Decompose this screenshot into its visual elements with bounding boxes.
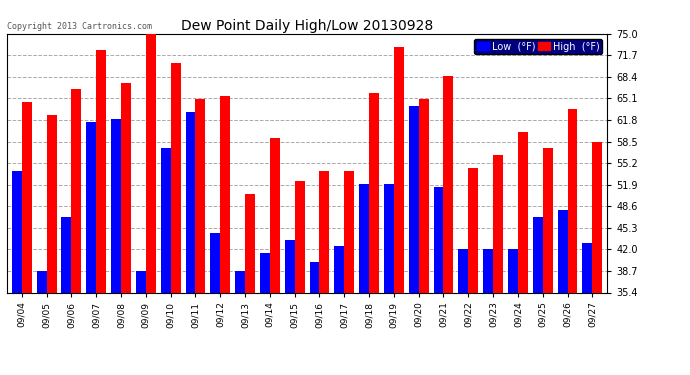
Bar <box>136 271 146 375</box>
Bar <box>394 47 404 375</box>
Bar <box>319 171 329 375</box>
Bar <box>543 148 553 375</box>
Bar <box>582 243 592 375</box>
Bar <box>210 233 220 375</box>
Bar <box>433 187 444 375</box>
Bar <box>469 168 478 375</box>
Bar <box>170 63 181 375</box>
Bar <box>408 106 419 375</box>
Bar <box>295 181 304 375</box>
Bar <box>61 217 71 375</box>
Title: Dew Point Daily High/Low 20130928: Dew Point Daily High/Low 20130928 <box>181 19 433 33</box>
Bar <box>270 138 279 375</box>
Bar <box>508 249 518 375</box>
Bar <box>260 253 270 375</box>
Bar <box>12 171 22 375</box>
Bar <box>161 148 170 375</box>
Text: Copyright 2013 Cartronics.com: Copyright 2013 Cartronics.com <box>7 22 152 31</box>
Bar <box>359 184 369 375</box>
Bar <box>71 89 81 375</box>
Bar <box>419 99 428 375</box>
Bar <box>567 109 578 375</box>
Bar <box>335 246 344 375</box>
Bar <box>235 271 245 375</box>
Legend: Low  (°F), High  (°F): Low (°F), High (°F) <box>474 39 602 54</box>
Bar <box>493 154 503 375</box>
Bar <box>483 249 493 375</box>
Bar <box>558 210 567 375</box>
Bar <box>111 119 121 375</box>
Bar <box>245 194 255 375</box>
Bar <box>458 249 469 375</box>
Bar <box>285 240 295 375</box>
Bar <box>384 184 394 375</box>
Bar <box>518 132 528 375</box>
Bar <box>344 171 354 375</box>
Bar <box>310 262 319 375</box>
Bar <box>146 34 156 375</box>
Bar <box>121 83 131 375</box>
Bar <box>37 271 47 375</box>
Bar <box>195 99 206 375</box>
Bar <box>444 76 453 375</box>
Bar <box>47 116 57 375</box>
Bar <box>186 112 195 375</box>
Bar <box>592 142 602 375</box>
Bar <box>86 122 96 375</box>
Bar <box>369 93 379 375</box>
Bar <box>533 217 543 375</box>
Bar <box>22 102 32 375</box>
Bar <box>220 96 230 375</box>
Bar <box>96 50 106 375</box>
